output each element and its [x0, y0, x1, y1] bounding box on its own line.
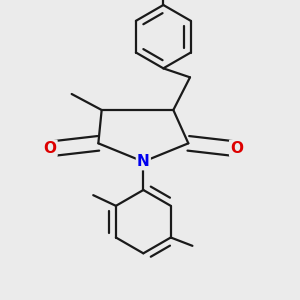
Text: N: N — [137, 154, 150, 169]
Text: O: O — [230, 141, 243, 156]
Text: O: O — [44, 141, 56, 156]
